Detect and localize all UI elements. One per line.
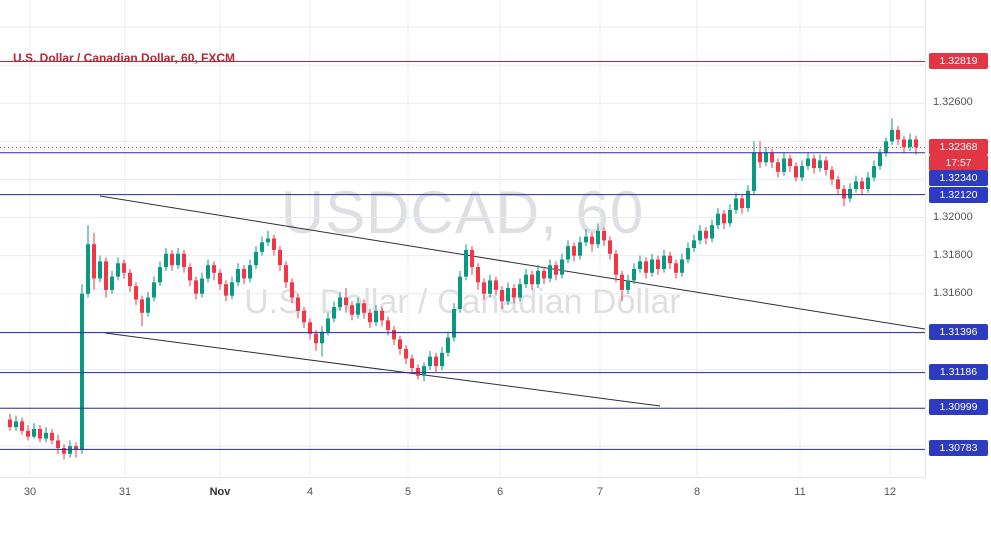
time-axis-label: 7 (596, 486, 604, 498)
time-axis-label: 5 (404, 486, 412, 498)
countdown-badge[interactable]: 17:57 (929, 155, 988, 171)
level-price-badge[interactable]: 1.32120 (929, 187, 988, 203)
time-axis-label: 12 (883, 486, 897, 498)
time-axis-label: 31 (118, 486, 132, 498)
last-price-badge[interactable]: 1.32368 (929, 139, 988, 155)
alert-price-badge[interactable]: 1.32819 (929, 53, 988, 69)
level-price-badge[interactable]: 1.32340 (929, 170, 988, 186)
symbol-legend[interactable]: U.S. Dollar / Canadian Dollar, 60, FXCM (13, 51, 236, 65)
time-axis-label: 6 (496, 486, 504, 498)
time-axis-label: Nov (209, 486, 231, 498)
time-axis[interactable]: 30 31 Nov 4 5 6 7 8 11 12 (0, 477, 925, 539)
level-price-badge[interactable]: 1.31396 (929, 324, 988, 340)
price-axis-label: 1.32600 (933, 96, 973, 109)
price-axis-label: 1.32000 (933, 210, 973, 223)
level-price-badge[interactable]: 1.31186 (929, 364, 988, 380)
level-price-badge[interactable]: 1.30783 (929, 440, 988, 456)
candlestick-chart[interactable] (0, 0, 925, 477)
time-axis-label: 4 (306, 486, 314, 498)
price-axis-label: 1.31800 (933, 248, 973, 261)
time-axis-label: 8 (693, 486, 701, 498)
time-axis-label: 30 (23, 486, 37, 498)
level-price-badge[interactable]: 1.30999 (929, 399, 988, 415)
time-axis-label: 11 (794, 486, 806, 498)
price-axis-label: 1.31600 (933, 286, 973, 299)
price-axis[interactable]: 1.32600 1.32000 1.31800 1.31600 1.32819 1.323… (925, 0, 991, 477)
